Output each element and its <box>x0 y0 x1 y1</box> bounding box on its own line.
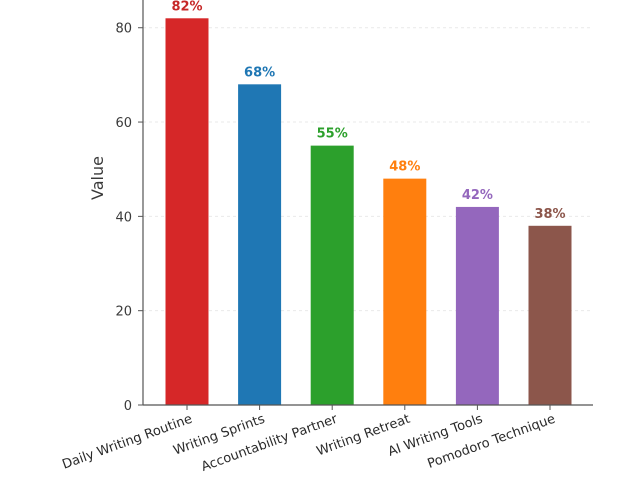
bar <box>238 84 282 406</box>
y-axis: 0 20 40 60 80 <box>115 0 144 414</box>
y-tick-label: 40 <box>115 210 132 225</box>
bar <box>528 225 572 405</box>
x-tick-label: Daily Writing Routine <box>60 412 194 473</box>
data-label: 82% <box>171 0 202 14</box>
bar <box>310 145 354 405</box>
x-tick-label: Pomodoro Technique <box>426 412 558 472</box>
data-label: 42% <box>462 188 493 203</box>
y-tick-label: 20 <box>115 305 132 320</box>
data-label: 68% <box>244 65 275 80</box>
data-label: 38% <box>534 207 565 222</box>
bar <box>165 18 209 406</box>
bar <box>383 178 427 405</box>
y-axis-label: Value <box>88 156 107 200</box>
bar <box>455 206 499 405</box>
y-tick-label: 0 <box>124 399 132 414</box>
data-label: 48% <box>389 160 420 175</box>
bars <box>165 18 572 406</box>
y-tick-label: 80 <box>115 22 132 37</box>
grid-lines <box>143 27 593 312</box>
y-tick-label: 60 <box>115 116 132 131</box>
data-labels: 82% 68% 55% 48% 42% 38% <box>171 0 565 222</box>
data-label: 55% <box>317 127 348 142</box>
